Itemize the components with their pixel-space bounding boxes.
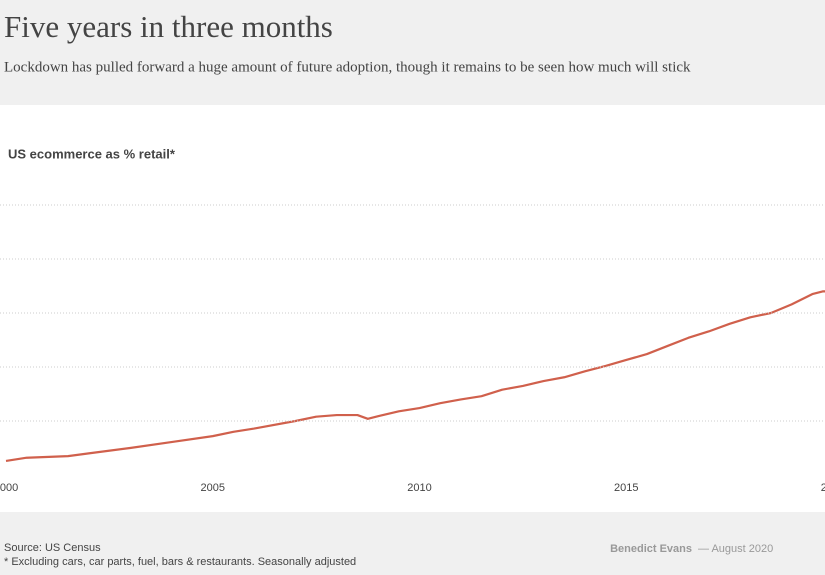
plot-area — [5, 290, 825, 463]
chart-title: Five years in three months — [4, 9, 333, 44]
subtitle: Lockdown has pulled forward a huge amoun… — [4, 59, 691, 75]
author: Benedict Evans — [610, 543, 692, 555]
x-tick-label: 2015 — [614, 482, 638, 494]
plot-panel — [0, 105, 825, 512]
x-tick-label: 2020 — [821, 482, 825, 494]
x-tick-label: 2010 — [407, 482, 431, 494]
panel-title: US ecommerce as % retail* — [8, 146, 176, 161]
source: Source: US Census — [4, 542, 101, 554]
footnote: * Excluding cars, car parts, fuel, bars … — [4, 556, 356, 568]
date: — August 2020 — [698, 543, 773, 555]
data-line — [5, 290, 825, 463]
x-tick-label: 2005 — [201, 482, 225, 494]
